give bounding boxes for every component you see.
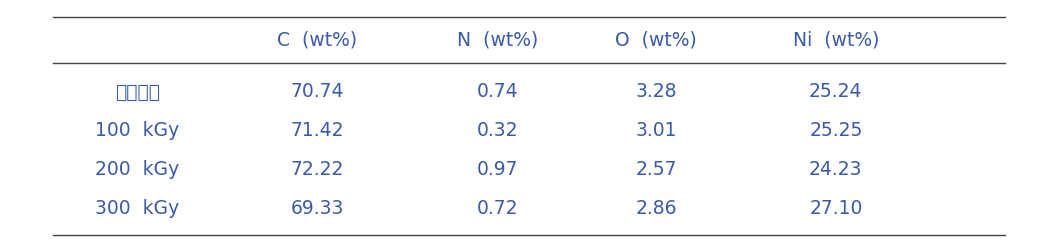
Text: 71.42: 71.42 xyxy=(291,121,344,140)
Text: 27.10: 27.10 xyxy=(809,199,862,218)
Text: 3.28: 3.28 xyxy=(635,83,677,101)
Text: 열안정화: 열안정화 xyxy=(115,83,160,101)
Text: 24.23: 24.23 xyxy=(809,160,862,179)
Text: 0.32: 0.32 xyxy=(476,121,518,140)
Text: 300  kGy: 300 kGy xyxy=(95,199,180,218)
Text: 0.74: 0.74 xyxy=(476,83,518,101)
Text: 200  kGy: 200 kGy xyxy=(95,160,180,179)
Text: 3.01: 3.01 xyxy=(635,121,677,140)
Text: O  (wt%): O (wt%) xyxy=(615,30,697,49)
Text: 25.25: 25.25 xyxy=(809,121,862,140)
Text: 0.97: 0.97 xyxy=(476,160,518,179)
Text: N  (wt%): N (wt%) xyxy=(457,30,537,49)
Text: 2.86: 2.86 xyxy=(635,199,677,218)
Text: 72.22: 72.22 xyxy=(291,160,344,179)
Text: 100  kGy: 100 kGy xyxy=(95,121,180,140)
Text: 69.33: 69.33 xyxy=(291,199,344,218)
Text: Ni  (wt%): Ni (wt%) xyxy=(792,30,879,49)
Text: 2.57: 2.57 xyxy=(635,160,677,179)
Text: 25.24: 25.24 xyxy=(809,83,862,101)
Text: 70.74: 70.74 xyxy=(291,83,344,101)
Text: C  (wt%): C (wt%) xyxy=(277,30,358,49)
Text: 0.72: 0.72 xyxy=(476,199,518,218)
